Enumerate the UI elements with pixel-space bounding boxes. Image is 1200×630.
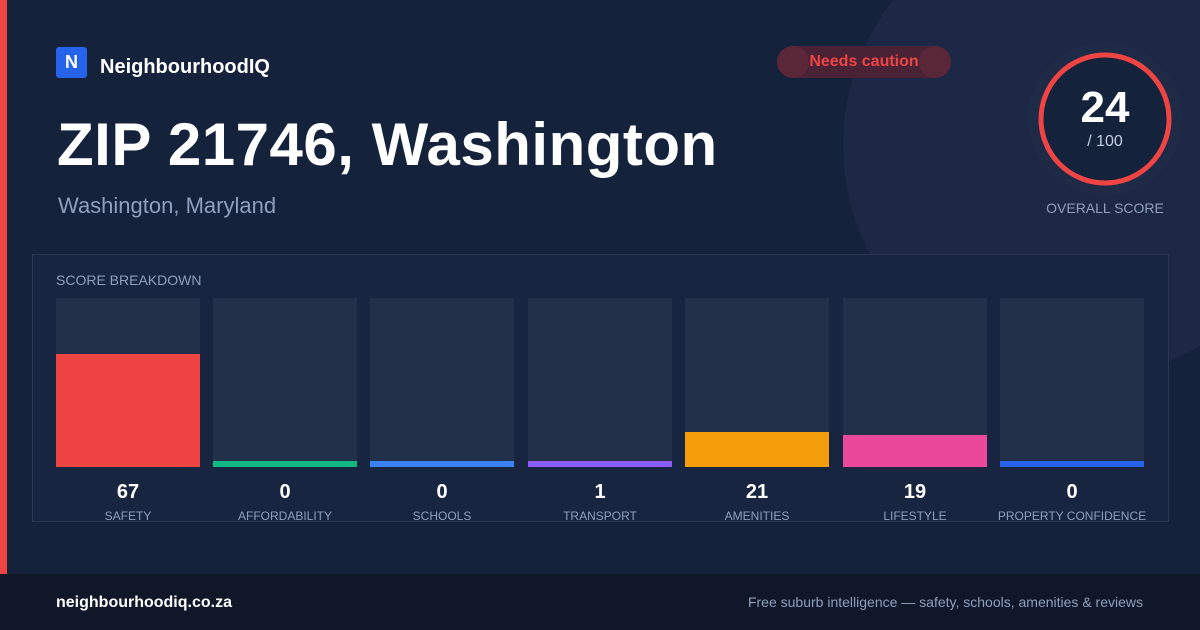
bar-label: TRANSPORT — [563, 509, 637, 523]
breakdown-title: SCORE BREAKDOWN — [56, 272, 202, 288]
bar-track — [370, 298, 514, 467]
bar-value: 21 — [745, 481, 769, 503]
bar-fill — [213, 461, 357, 467]
bar-track — [685, 298, 829, 467]
score-breakdown-panel: SCORE BREAKDOWN 67 SAFETY 0 AFFORDABILITY 0 S… — [32, 254, 1169, 523]
bar-value: 0 — [1066, 481, 1078, 503]
bar-fill — [528, 461, 672, 467]
bar-label: AMENITIES — [724, 509, 790, 523]
breakdown-item-property-confidence: 0 PROPERTY CONFIDENCE — [998, 298, 1146, 523]
breakdown-item-affordability: 0 AFFORDABILITY — [213, 298, 357, 523]
share-card: N NeighbourhoodIQ Needs caution ZIP 2174… — [0, 0, 1200, 574]
accent-bar — [0, 0, 7, 574]
overall-score-max: / 100 — [1087, 133, 1123, 150]
bar-label: PROPERTY CONFIDENCE — [997, 509, 1147, 523]
footer: neighbourhoodiq.co.za Free suburb intell… — [0, 574, 1200, 630]
breakdown-item-transport: 1 TRANSPORT — [528, 298, 672, 523]
bar-value: 67 — [116, 481, 140, 503]
breakdown-item-amenities: 21 AMENITIES — [685, 298, 829, 523]
bar-track — [528, 298, 672, 467]
score-ring-graphic — [1038, 52, 1172, 186]
bar-label: SAFETY — [104, 509, 152, 523]
bar-fill — [56, 354, 200, 467]
brand-name: NeighbourhoodIQ — [100, 56, 270, 78]
footer-tagline: Free suburb intelligence — safety, schoo… — [747, 594, 1143, 610]
bar-label: AFFORDABILITY — [237, 509, 332, 523]
breakdown-item-schools: 0 SCHOOLS — [370, 298, 514, 523]
breakdown-item-lifestyle: 19 LIFESTYLE — [843, 298, 987, 523]
bar-track — [843, 298, 987, 467]
bar-fill — [1000, 461, 1144, 467]
bar-fill — [685, 432, 829, 467]
bar-track — [56, 298, 200, 467]
bar-track — [213, 298, 357, 467]
brand-logo-icon: N — [56, 47, 87, 78]
status-badge-label: Needs caution — [809, 53, 919, 70]
bar-fill — [370, 461, 514, 467]
location-subtitle: Washington, Maryland — [58, 193, 277, 218]
bar-value: 1 — [594, 481, 606, 503]
page-title: ZIP 21746, Washington — [57, 111, 718, 178]
overall-score-label: OVERALL SCORE — [1046, 200, 1164, 216]
status-badge: Needs caution — [777, 46, 951, 78]
bar-value: 0 — [436, 481, 448, 503]
overall-score-ring: 24 / 100 — [1028, 42, 1182, 196]
bar-track — [1000, 298, 1144, 467]
footer-url-link[interactable]: neighbourhoodiq.co.za — [56, 594, 232, 611]
brand[interactable]: N NeighbourhoodIQ — [56, 46, 270, 79]
bar-value: 19 — [903, 481, 927, 503]
breakdown-item-safety: 67 SAFETY — [56, 298, 200, 523]
bar-label: LIFESTYLE — [883, 509, 947, 523]
overall-score-value: 24 — [1080, 83, 1130, 132]
bar-value: 0 — [279, 481, 291, 503]
bar-label: SCHOOLS — [412, 509, 472, 523]
bar-fill — [843, 435, 987, 467]
